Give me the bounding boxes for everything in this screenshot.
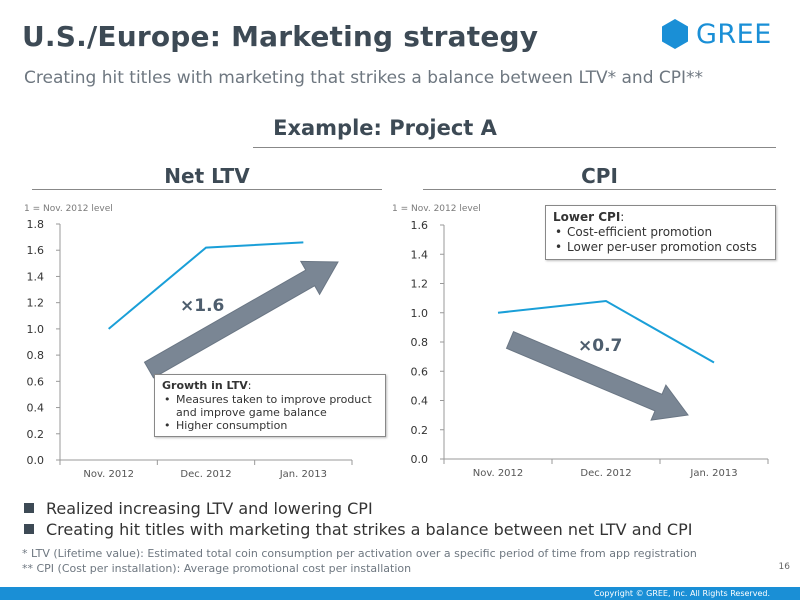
bullet-text: Creating hit titles with marketing that … <box>46 520 693 539</box>
y-tick-label: 1.6 <box>27 244 45 257</box>
ltv-chart-title: Net LTV <box>164 164 250 188</box>
logo-text: GREE <box>696 18 772 50</box>
y-tick-label: 1.4 <box>411 248 429 261</box>
bullet-item: Creating hit titles with marketing that … <box>22 519 692 540</box>
callout-item: Lower per-user promotion costs <box>553 240 768 255</box>
footnote-ltv: * LTV (Lifetime value): Estimated total … <box>22 547 697 560</box>
footer-bar: Copyright © GREE, Inc. All Rights Reserv… <box>0 587 800 600</box>
cpi-multiplier-label: ×0.7 <box>578 336 623 356</box>
cpi-chart: 0.0 0.2 0.4 0.6 0.8 1.0 1.2 1.4 1.6 Nov. 2012 Dec.… <box>411 219 769 479</box>
callout-heading: Growth in LTV <box>162 379 248 392</box>
callout-colon: : <box>247 379 252 392</box>
ltv-chart: 0.0 0.2 0.4 0.6 0.8 1.0 1.2 1.4 1.6 1.8 Nov. 2012 D… <box>27 218 353 480</box>
y-tick-label: 0.2 <box>411 424 429 437</box>
y-tick-label: 0.4 <box>411 395 429 408</box>
y-tick-label: 0.6 <box>411 365 429 378</box>
square-bullet-icon <box>24 503 34 513</box>
summary-bullets: Realized increasing LTV and lowering CPI… <box>22 498 692 540</box>
bullet-text: Realized increasing LTV and lowering CPI <box>46 499 373 518</box>
x-tick-label: Nov. 2012 <box>473 468 524 479</box>
cpi-callout: Lower CPI: Cost-efficient promotion Lowe… <box>545 205 776 260</box>
callout-item: Higher consumption <box>162 419 378 432</box>
callout-item: Measures taken to improve product and im… <box>162 393 378 419</box>
x-tick-label: Jan. 2013 <box>279 469 327 480</box>
y-tick-label: 1.6 <box>411 219 429 232</box>
y-tick-label: 0.0 <box>27 454 45 467</box>
cpi-chart-note: 1 = Nov. 2012 level <box>392 204 481 214</box>
y-tick-label: 1.4 <box>27 270 45 283</box>
x-tick-label: Nov. 2012 <box>83 469 134 480</box>
x-tick-label: Dec. 2012 <box>180 469 231 480</box>
bullet-item: Realized increasing LTV and lowering CPI <box>22 498 692 519</box>
ltv-chart-note: 1 = Nov. 2012 level <box>24 204 113 214</box>
ltv-multiplier-label: ×1.6 <box>180 296 225 316</box>
x-tick-label: Dec. 2012 <box>580 468 631 479</box>
page-subtitle: Creating hit titles with marketing that … <box>24 68 704 88</box>
y-tick-label: 1.8 <box>27 218 45 231</box>
example-title: Example: Project A <box>273 116 497 140</box>
y-tick-label: 0.2 <box>27 428 45 441</box>
hexagon-logo-icon <box>662 19 688 49</box>
y-tick-label: 0.0 <box>411 453 429 466</box>
page-title: U.S./Europe: Marketing strategy <box>22 20 539 53</box>
page-number: 16 <box>778 562 790 572</box>
y-tick-label: 1.2 <box>27 297 45 310</box>
y-tick-label: 0.4 <box>27 402 45 415</box>
ltv-callout: Growth in LTV: Measures taken to improve… <box>154 374 386 437</box>
callout-item: Cost-efficient promotion <box>553 225 768 240</box>
y-tick-label: 1.0 <box>27 323 45 336</box>
example-rule <box>253 147 776 148</box>
gree-logo: GREE <box>660 18 772 50</box>
footnote-cpi: ** CPI (Cost per installation): Average … <box>22 562 412 575</box>
copyright-text: Copyright © GREE, Inc. All Rights Reserv… <box>593 589 770 598</box>
y-tick-label: 1.2 <box>411 278 429 291</box>
y-tick-label: 0.8 <box>411 336 429 349</box>
callout-colon: : <box>620 210 625 224</box>
y-tick-label: 1.0 <box>411 307 429 320</box>
y-tick-label: 0.8 <box>27 349 45 362</box>
square-bullet-icon <box>24 524 34 534</box>
cpi-title-rule <box>423 189 776 190</box>
trend-arrow-icon <box>505 331 689 421</box>
footnotes: * LTV (Lifetime value): Estimated total … <box>22 546 697 576</box>
y-tick-label: 0.6 <box>27 375 45 388</box>
ltv-title-rule <box>32 189 382 190</box>
trend-arrow-icon <box>143 260 339 379</box>
cpi-chart-title: CPI <box>581 164 618 188</box>
callout-heading: Lower CPI <box>553 210 621 224</box>
x-tick-label: Jan. 2013 <box>689 468 737 479</box>
